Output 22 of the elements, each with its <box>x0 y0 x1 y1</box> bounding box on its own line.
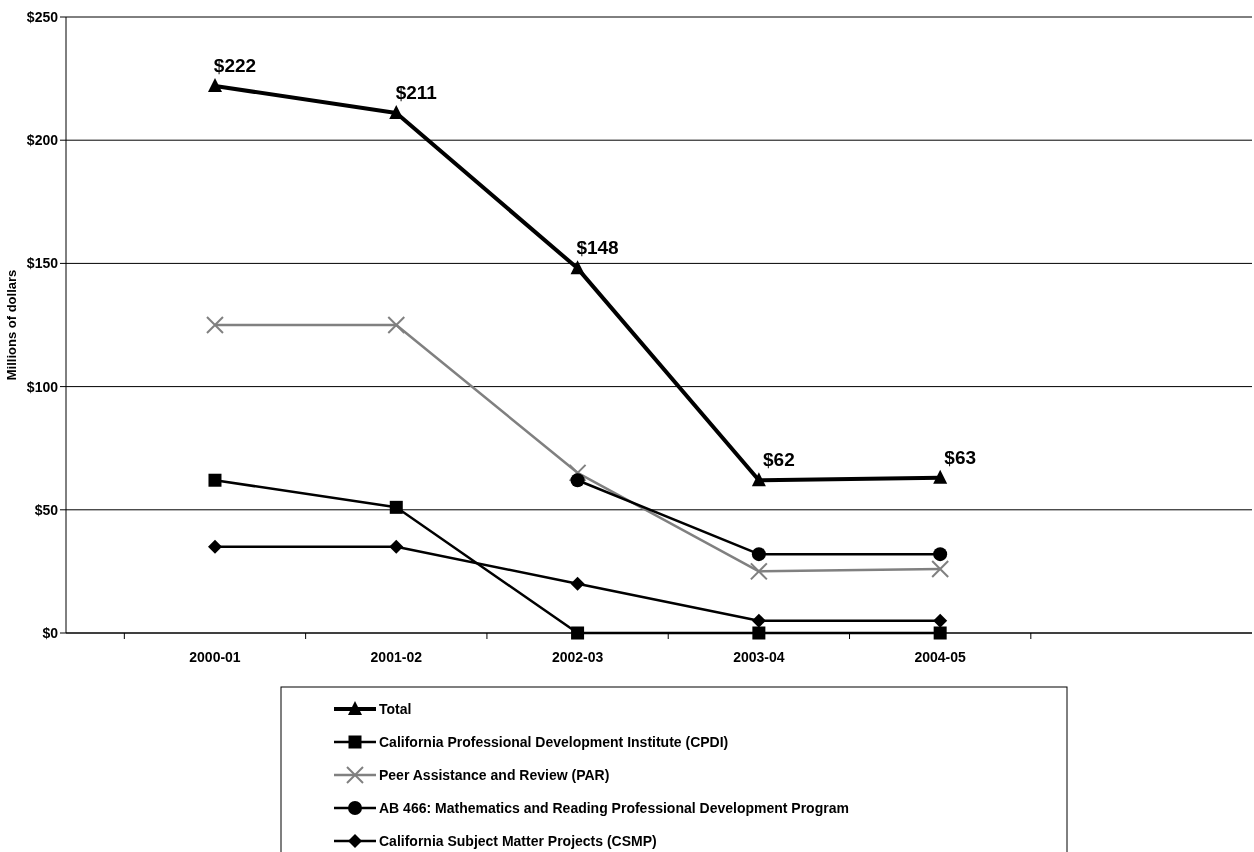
x-tick-label: 2001-02 <box>370 649 423 665</box>
y-tick-label: $250 <box>26 8 59 25</box>
legend-label: AB 466: Mathematics and Reading Professional Development Program <box>379 799 849 816</box>
data-label: $63 <box>944 446 977 468</box>
x-tick-label: 2003-04 <box>733 649 785 665</box>
data-label: $148 <box>576 237 619 259</box>
x-tick-label: 2004-05 <box>914 649 967 665</box>
legend-label: Peer Assistance and Review (PAR) <box>379 766 610 783</box>
y-tick-label: $150 <box>26 255 59 272</box>
legend-label: California Subject Matter Projects (CSMP) <box>379 832 657 849</box>
y-tick-label: $200 <box>26 132 59 149</box>
legend-label: California Professional Development Institute (CPDI) <box>379 733 729 750</box>
legend-label: Total <box>379 700 412 717</box>
y-tick-label: $50 <box>34 501 59 518</box>
x-tick-label: 2000-01 <box>189 649 241 665</box>
data-label: $62 <box>763 449 795 471</box>
y-axis-title: Millions of dollars <box>3 269 19 381</box>
y-tick-label: $0 <box>42 624 59 641</box>
y-tick-label: $100 <box>26 378 59 395</box>
x-tick-label: 2002-03 <box>551 649 604 665</box>
data-label: $222 <box>213 54 257 76</box>
data-label: $211 <box>395 82 438 104</box>
